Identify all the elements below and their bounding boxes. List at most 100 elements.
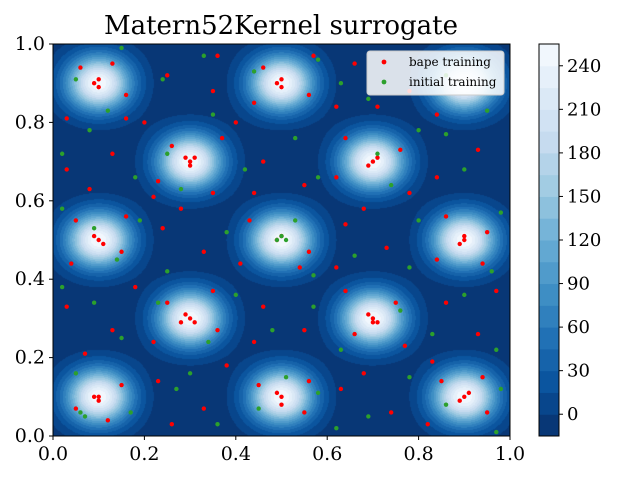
data-point [462, 237, 467, 243]
data-point [178, 320, 184, 325]
data-point [283, 375, 289, 380]
data-point [119, 335, 124, 341]
data-point [206, 339, 211, 345]
data-point [73, 371, 79, 376]
data-point [123, 116, 129, 121]
colorbar-ticks: 0 30 60 90 120 150 180 210 240 [559, 56, 601, 425]
data-point [334, 104, 339, 109]
data-point [96, 237, 101, 243]
data-point [279, 233, 284, 239]
data-point [306, 92, 312, 98]
colorbar-band [539, 370, 559, 393]
data-point [160, 77, 165, 82]
colorbar-band [539, 283, 559, 306]
data-point [192, 320, 197, 325]
data-point [210, 288, 216, 294]
data-point [110, 327, 115, 333]
data-point [293, 135, 298, 141]
colorbar-band [539, 65, 559, 89]
y-tick-label: 1.0 [15, 33, 45, 55]
colorbar-tick-label: 210 [567, 99, 601, 120]
data-point [311, 273, 316, 278]
data-point [119, 382, 124, 388]
data-point [279, 394, 284, 399]
data-point [302, 182, 307, 188]
data-point [480, 261, 485, 266]
data-point [210, 88, 216, 94]
data-point [274, 81, 280, 86]
data-point [457, 241, 462, 247]
data-point [224, 363, 229, 368]
data-point [215, 53, 220, 58]
data-point [398, 308, 403, 313]
legend-marker-initial [381, 79, 387, 85]
data-point [201, 406, 207, 411]
legend-label-bape: bape training [409, 55, 491, 69]
data-point [480, 375, 485, 380]
data-point [187, 163, 193, 168]
y-axis: 0.0 0.2 0.4 0.6 0.8 1.0 [15, 33, 53, 447]
data-point [416, 128, 421, 133]
data-point [462, 233, 467, 239]
data-point [484, 410, 490, 415]
data-point [174, 386, 179, 392]
data-point [251, 100, 257, 106]
x-tick-label: 0.8 [403, 443, 433, 465]
data-point [384, 245, 389, 251]
colorbar: 0 30 60 90 120 150 180 210 240 [538, 43, 601, 437]
data-point [165, 300, 170, 305]
data-point [78, 65, 83, 70]
data-point [110, 61, 115, 66]
colorbar-band [539, 261, 559, 285]
data-point [242, 167, 248, 172]
colorbar-tick-label: 60 [567, 317, 590, 338]
data-point [261, 159, 266, 164]
data-point [261, 304, 266, 309]
data-point [489, 269, 494, 274]
x-tick-label: 0.6 [312, 443, 342, 465]
data-point [187, 159, 193, 164]
x-tick-label: 1.0 [495, 443, 525, 465]
data-point [192, 155, 197, 160]
data-point [82, 414, 88, 419]
data-point [302, 327, 307, 333]
data-point [462, 394, 467, 399]
data-point [96, 77, 101, 82]
data-point [155, 179, 161, 184]
data-point [462, 167, 467, 172]
data-point [334, 175, 339, 180]
data-point [91, 233, 97, 239]
data-point [119, 45, 124, 51]
data-point [443, 214, 449, 219]
data-point [151, 339, 156, 345]
data-point [416, 218, 421, 223]
colorbar-tick-label: 180 [567, 143, 601, 164]
data-point [279, 402, 284, 407]
data-point [64, 167, 69, 172]
data-point [274, 390, 280, 396]
data-point [494, 347, 499, 352]
data-point [466, 390, 472, 396]
data-point [343, 288, 348, 294]
data-point [133, 284, 138, 290]
colorbar-tick-label: 30 [567, 361, 590, 382]
data-point [210, 112, 216, 117]
data-point [247, 218, 252, 223]
data-point [183, 312, 188, 317]
data-point [251, 69, 257, 74]
data-point [233, 292, 238, 298]
data-point [59, 206, 65, 211]
contour-fill [53, 44, 510, 436]
data-point [293, 218, 298, 223]
data-point [462, 292, 467, 298]
data-point [123, 92, 129, 98]
data-point [366, 163, 371, 168]
data-point [498, 210, 504, 215]
data-point [302, 410, 307, 415]
data-point [160, 226, 165, 231]
data-point [306, 378, 312, 384]
data-point [119, 249, 124, 254]
data-point [91, 394, 97, 399]
colorbar-band [539, 305, 559, 328]
legend-label-initial: initial training [409, 75, 497, 89]
